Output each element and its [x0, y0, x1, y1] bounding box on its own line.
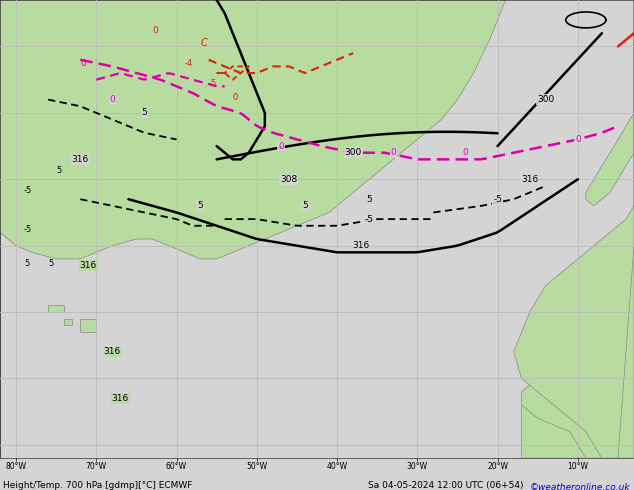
Text: 316: 316: [112, 394, 129, 403]
Text: -4: -4: [184, 59, 193, 69]
Text: 0: 0: [81, 59, 86, 69]
Text: 0: 0: [233, 93, 238, 101]
Polygon shape: [48, 305, 64, 312]
Text: 0: 0: [463, 148, 469, 157]
Text: -5: -5: [493, 195, 502, 204]
Text: -5: -5: [209, 79, 217, 88]
Text: 0: 0: [110, 95, 115, 104]
Text: 0: 0: [278, 142, 284, 150]
Polygon shape: [0, 232, 257, 458]
Text: 316: 316: [72, 155, 89, 164]
Text: 316: 316: [353, 241, 370, 250]
Text: -5: -5: [365, 215, 373, 223]
Polygon shape: [522, 206, 634, 458]
Text: 5: 5: [24, 259, 29, 268]
Polygon shape: [514, 0, 634, 458]
Text: 316: 316: [80, 261, 97, 270]
Text: 5: 5: [302, 201, 308, 210]
Text: -5: -5: [24, 186, 32, 195]
Text: 300: 300: [344, 148, 362, 157]
Text: 0: 0: [391, 148, 396, 157]
Text: 316: 316: [104, 347, 121, 356]
Text: 5: 5: [141, 108, 147, 118]
Text: 300: 300: [537, 95, 554, 104]
Text: 0: 0: [153, 26, 158, 35]
Text: 316: 316: [521, 175, 538, 184]
Polygon shape: [0, 0, 505, 259]
Text: 5: 5: [366, 195, 372, 204]
Polygon shape: [64, 318, 72, 325]
Text: 308: 308: [280, 175, 297, 184]
Text: 5: 5: [56, 166, 61, 174]
Text: ©weatheronline.co.uk: ©weatheronline.co.uk: [530, 484, 631, 490]
Text: 0: 0: [575, 135, 581, 144]
Text: Height/Temp. 700 hPa [gdmp][°C] ECMWF: Height/Temp. 700 hPa [gdmp][°C] ECMWF: [3, 481, 193, 490]
Text: 5: 5: [198, 201, 204, 210]
Polygon shape: [522, 206, 634, 458]
Polygon shape: [586, 0, 634, 206]
Text: -5: -5: [24, 225, 32, 234]
Text: C: C: [200, 39, 207, 49]
Text: Sa 04-05-2024 12:00 UTC (06+54): Sa 04-05-2024 12:00 UTC (06+54): [368, 481, 523, 490]
Polygon shape: [81, 318, 96, 332]
Text: 5: 5: [48, 259, 53, 268]
